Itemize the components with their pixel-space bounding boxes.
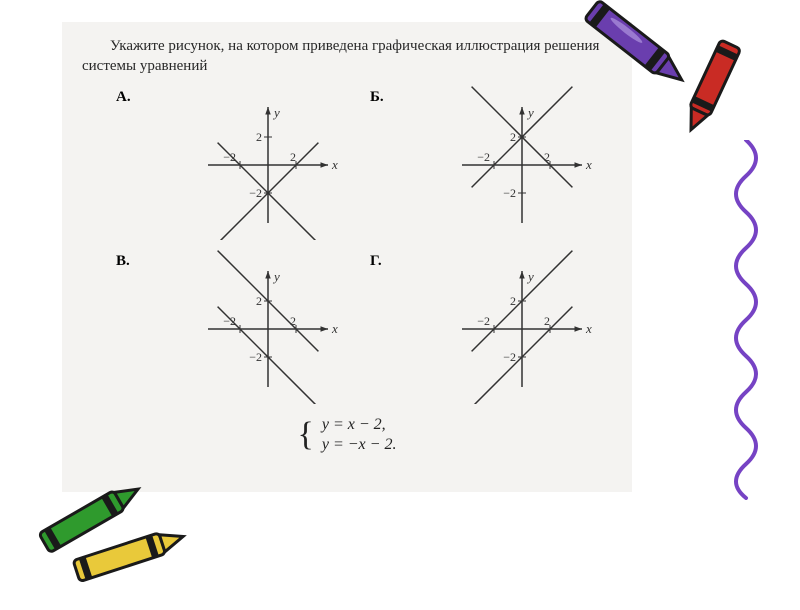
crayon-red-icon	[654, 24, 764, 144]
chart-option: А. −2 2 −2 2 x y	[112, 85, 358, 245]
chart-plot: −22−22xy	[168, 249, 358, 404]
chart-option-label: Г.	[370, 253, 382, 270]
system-brace: {	[298, 418, 314, 452]
chart-option: Г. −2 2 −2 2 x y	[366, 249, 612, 409]
equation-1: y = x − 2,	[322, 416, 386, 433]
svg-text:x: x	[331, 157, 338, 172]
squiggle-icon	[716, 140, 776, 500]
svg-text:2: 2	[544, 314, 550, 328]
svg-text:−2: −2	[223, 314, 236, 328]
svg-text:−2: −2	[503, 350, 516, 364]
chart-option: Б. −22−22xy	[366, 85, 612, 245]
svg-text:−2: −2	[249, 350, 262, 364]
chart-plot: −2 2 −2 2 x y	[168, 85, 358, 240]
chart-option: В. −22−22xy	[112, 249, 358, 409]
chart-option-label: Б.	[370, 89, 384, 106]
crayon-yellow-icon	[56, 500, 206, 610]
worksheet-panel: Укажите рисунок, на котором приведена гр…	[62, 22, 632, 492]
svg-text:y: y	[526, 269, 534, 284]
question-text: Укажите рисунок, на котором приведена гр…	[82, 36, 612, 77]
svg-text:2: 2	[510, 130, 516, 144]
equation-system: { y = x − 2, y = −x − 2.	[82, 415, 612, 455]
svg-text:2: 2	[290, 150, 296, 164]
chart-grid: А. −22−22xyБ. −22−22xyВ. −22−22xyГ. −22−…	[82, 85, 612, 409]
svg-text:−2: −2	[503, 186, 516, 200]
svg-text:−2: −2	[477, 314, 490, 328]
chart-option-label: В.	[116, 253, 130, 270]
svg-text:2: 2	[256, 294, 262, 308]
svg-text:x: x	[585, 321, 592, 336]
svg-text:−2: −2	[477, 150, 490, 164]
svg-text:−2: −2	[223, 150, 236, 164]
svg-text:y: y	[526, 105, 534, 120]
svg-text:2: 2	[510, 294, 516, 308]
equation-2: y = −x − 2.	[322, 436, 397, 453]
svg-text:x: x	[331, 321, 338, 336]
svg-text:2: 2	[256, 130, 262, 144]
svg-text:−2: −2	[249, 186, 262, 200]
svg-text:y: y	[272, 269, 280, 284]
chart-option-label: А.	[116, 89, 131, 106]
svg-text:x: x	[585, 157, 592, 172]
chart-plot: −2 2 −2 2 x y	[422, 249, 612, 404]
svg-text:y: y	[272, 105, 280, 120]
chart-plot: −22−22xy	[422, 85, 612, 240]
